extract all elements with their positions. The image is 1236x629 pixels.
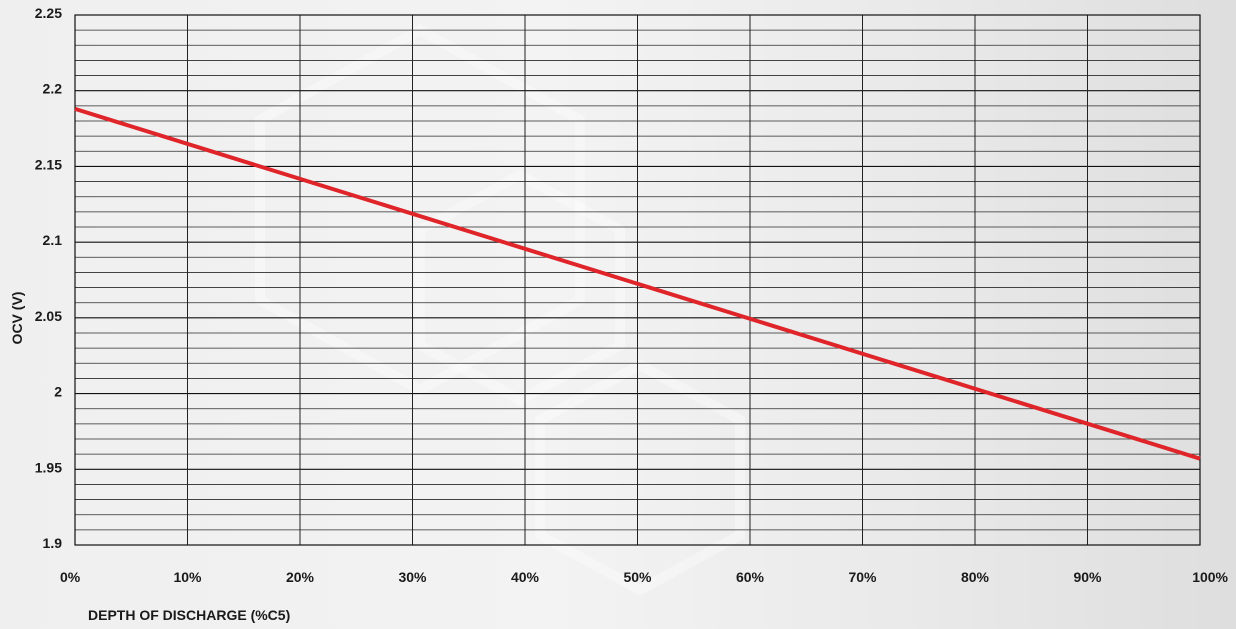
y-tick-label: 1.9 <box>43 535 63 551</box>
x-tick-label: 60% <box>736 569 765 585</box>
x-tick-label: 10% <box>173 569 202 585</box>
y-tick-label: 2.1 <box>43 232 63 248</box>
y-tick-label: 2.15 <box>35 156 62 172</box>
plot-grid <box>74 14 1201 546</box>
x-tick-label: 40% <box>511 569 540 585</box>
y-tick-labels: 1.9 1.95 2 2.05 2.1 2.15 2.2 2.25 <box>35 5 62 551</box>
y-axis-label: OCV (V) <box>9 292 25 345</box>
x-tick-label: 100% <box>1192 569 1228 585</box>
x-tick-label: 70% <box>848 569 877 585</box>
plot-frame <box>74 14 1201 546</box>
background-decoration <box>255 24 745 596</box>
x-tick-label: 50% <box>623 569 652 585</box>
x-axis-label: DEPTH OF DISCHARGE (%C5) <box>88 607 290 623</box>
y-tick-label: 2.05 <box>35 308 62 324</box>
x-tick-label: 30% <box>398 569 427 585</box>
x-tick-label: 0% <box>60 569 81 585</box>
x-tick-label: 90% <box>1073 569 1102 585</box>
x-tick-label: 20% <box>286 569 315 585</box>
y-tick-label: 2.25 <box>35 5 62 21</box>
x-tick-labels: 0% 10% 20% 30% 40% 50% 60% 70% 80% 90% 100% <box>60 569 1229 585</box>
series-line <box>74 106 1201 461</box>
y-tick-label: 2 <box>54 384 62 400</box>
y-tick-label: 1.95 <box>35 459 62 475</box>
series-layer <box>74 106 1201 461</box>
y-tick-label: 2.2 <box>43 81 63 97</box>
x-tick-label: 80% <box>961 569 990 585</box>
